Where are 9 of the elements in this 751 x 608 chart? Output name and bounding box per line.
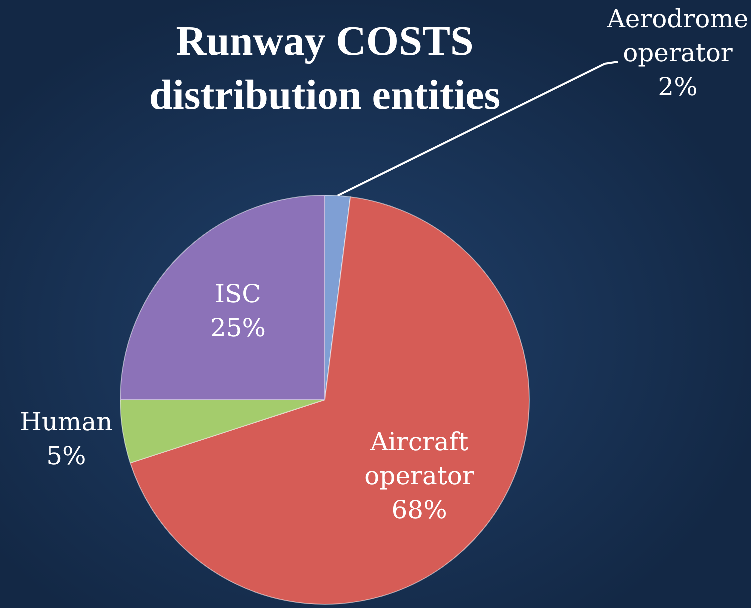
slice-label: Aircraft operator	[364, 428, 474, 491]
data-label: 5%	[46, 441, 86, 470]
slice-label: Human	[20, 407, 113, 436]
slice-label: Aerodrome operator	[606, 4, 749, 68]
data-label: 68%	[392, 496, 448, 525]
slice-label: ISC	[215, 280, 262, 309]
data-label: 2%	[658, 72, 698, 102]
data-label: 25%	[210, 314, 266, 343]
text: Runway COSTS distribution entities	[149, 18, 501, 119]
